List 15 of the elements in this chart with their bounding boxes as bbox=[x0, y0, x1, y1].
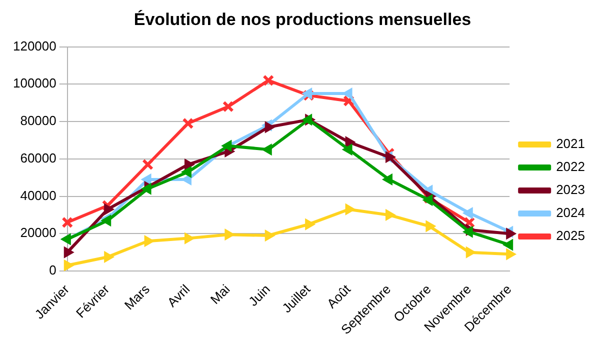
legend-label: 2024 bbox=[556, 205, 585, 220]
y-tick-label: 0 bbox=[49, 262, 56, 278]
y-tick-label: 100000 bbox=[12, 76, 56, 91]
y-tick-label: 40000 bbox=[20, 188, 56, 203]
legend-label: 2022 bbox=[556, 159, 585, 174]
legend-label: 2023 bbox=[556, 182, 585, 198]
chart-title: Évolution de nos productions mensuelles bbox=[132, 10, 472, 30]
y-tick-label: 80000 bbox=[20, 113, 56, 128]
x-tick-label: Juin bbox=[246, 282, 274, 310]
y-tick-label: 20000 bbox=[20, 225, 56, 240]
y-tick-label: 60000 bbox=[20, 150, 56, 166]
y-tick-label: 120000 bbox=[12, 38, 56, 54]
legend-label: 2025 bbox=[556, 228, 585, 244]
x-tick-label: Mai bbox=[207, 281, 233, 307]
legend-label: 2021 bbox=[556, 136, 585, 152]
